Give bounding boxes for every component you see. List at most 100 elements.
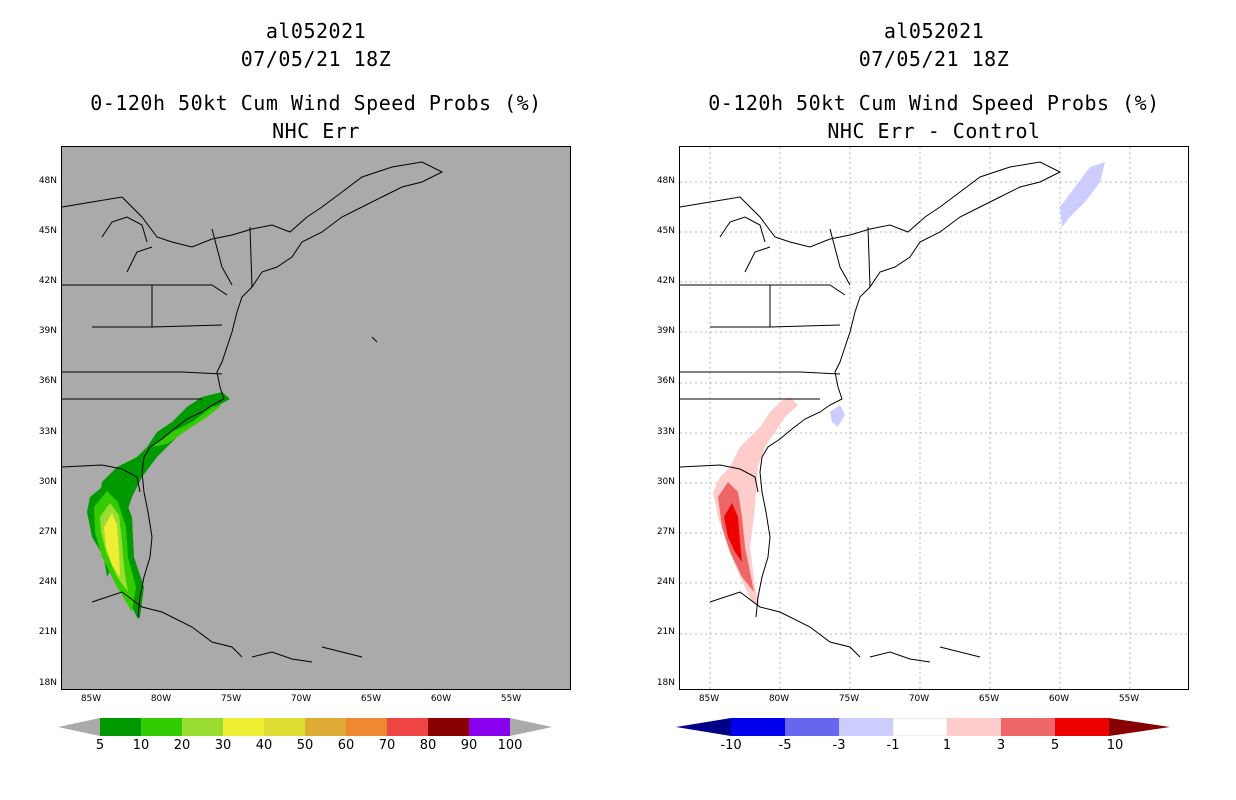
colorbar-label: 5: [1050, 738, 1060, 753]
left-title-storm: al052021: [265, 19, 367, 43]
lat-label: 33N: [38, 427, 57, 437]
lat-label: 27N: [656, 527, 675, 537]
left-colorbar-swatch: [100, 718, 141, 736]
colorbar-label: -5: [778, 738, 792, 753]
colorbar-label: 20: [173, 738, 191, 753]
lon-label: 70W: [908, 694, 930, 704]
left-map-panel: [61, 146, 571, 690]
lon-label: 55W: [500, 694, 522, 704]
lat-label: 39N: [656, 326, 675, 336]
left-colorbar-swatch: [346, 718, 387, 736]
lon-label: 80W: [150, 694, 172, 704]
right-title-storm: al052021: [883, 19, 985, 43]
left-colorbar-swatch: [387, 718, 428, 736]
colorbar-label: 30: [214, 738, 232, 753]
lat-label: 36N: [656, 376, 675, 386]
colorbar-label: 10: [132, 738, 150, 753]
right-colorbar-swatch: [892, 718, 948, 736]
colorbar-label: 3: [996, 738, 1006, 753]
lat-label: 48N: [656, 176, 675, 186]
colorbar-label: -10: [720, 738, 742, 753]
lon-label: 75W: [838, 694, 860, 704]
right-colorbar-end-low: [676, 718, 731, 736]
lon-label: 70W: [290, 694, 312, 704]
lon-label: 85W: [80, 694, 102, 704]
left-colorbar-swatch: [223, 718, 264, 736]
diff-area-neg-2: [1060, 162, 1105, 227]
diff-area-neg-1: [830, 405, 845, 427]
prob-area-30: [104, 513, 120, 577]
colorbar-label: 40: [255, 738, 273, 753]
right-title-product: 0-120h 50kt Cum Wind Speed Probs (%): [708, 91, 1160, 115]
left-colorbar: [58, 718, 552, 736]
right-colorbar-swatch: [785, 718, 839, 736]
left-probability-fill: [87, 392, 230, 619]
colorbar-label: 5: [95, 738, 105, 753]
right-colorbar-swatch: [947, 718, 1001, 736]
colorbar-label: 60: [337, 738, 355, 753]
lon-label: 60W: [430, 694, 452, 704]
lat-label: 33N: [656, 427, 675, 437]
right-colorbar-end-high: [1109, 718, 1170, 736]
lon-label: 65W: [360, 694, 382, 704]
left-colorbar-swatch: [428, 718, 469, 736]
lon-label: 80W: [768, 694, 790, 704]
lat-label: 42N: [656, 276, 675, 286]
right-colorbar-swatch: [1055, 718, 1109, 736]
colorbar-label: -3: [832, 738, 846, 753]
lat-label: 21N: [38, 627, 57, 637]
left-colorbar-swatch: [469, 718, 510, 736]
colorbar-label: 10: [1106, 738, 1124, 753]
right-title-date: 07/05/21 18Z: [858, 47, 1010, 71]
lat-label: 39N: [38, 326, 57, 336]
lat-label: 18N: [38, 678, 57, 688]
colorbar-label: 1: [942, 738, 952, 753]
lat-label: 18N: [656, 678, 675, 688]
right-map-svg: [680, 147, 1188, 689]
lat-label: 48N: [38, 176, 57, 186]
right-difference-fill: [713, 162, 1105, 607]
left-colorbar-swatch: [264, 718, 305, 736]
left-title-date: 07/05/21 18Z: [240, 47, 392, 71]
lat-label: 27N: [38, 527, 57, 537]
right-colorbar-swatch: [839, 718, 893, 736]
right-colorbar: [676, 718, 1170, 736]
right-coastlines: [680, 161, 1062, 663]
right-gridlines: [680, 147, 1188, 689]
left-colorbar-swatch: [141, 718, 182, 736]
right-map-panel: [679, 146, 1189, 690]
colorbar-label: 90: [460, 738, 478, 753]
prob-area-10: [152, 405, 222, 447]
lat-label: 24N: [38, 577, 57, 587]
lat-label: 21N: [656, 627, 675, 637]
left-coastlines: [62, 161, 444, 663]
right-colorbar-swatch: [731, 718, 785, 736]
colorbar-label: 100: [497, 738, 523, 753]
colorbar-label: 50: [296, 738, 314, 753]
lon-label: 55W: [1118, 694, 1140, 704]
lon-label: 75W: [220, 694, 242, 704]
colorbar-label: -1: [886, 738, 900, 753]
lon-label: 65W: [978, 694, 1000, 704]
diff-area-5to10: [724, 503, 742, 562]
lat-label: 24N: [656, 577, 675, 587]
lon-label: 60W: [1048, 694, 1070, 704]
right-colorbar-swatch: [1001, 718, 1055, 736]
left-colorbar-swatch: [305, 718, 346, 736]
left-map-svg: [62, 161, 444, 663]
left-colorbar-end-high: [510, 718, 552, 736]
lat-label: 42N: [38, 276, 57, 286]
lat-label: 45N: [38, 226, 57, 236]
right-title-subtitle: NHC Err - Control: [827, 119, 1041, 143]
left-colorbar-end-low: [58, 718, 100, 736]
lat-label: 36N: [38, 376, 57, 386]
colorbar-label: 70: [378, 738, 396, 753]
left-title-product: 0-120h 50kt Cum Wind Speed Probs (%): [90, 91, 542, 115]
lat-label: 30N: [38, 477, 57, 487]
lat-label: 30N: [656, 477, 675, 487]
left-colorbar-swatch: [182, 718, 223, 736]
left-title-subtitle: NHC Err: [272, 119, 360, 143]
colorbar-label: 80: [419, 738, 437, 753]
lat-label: 45N: [656, 226, 675, 236]
lon-label: 85W: [698, 694, 720, 704]
